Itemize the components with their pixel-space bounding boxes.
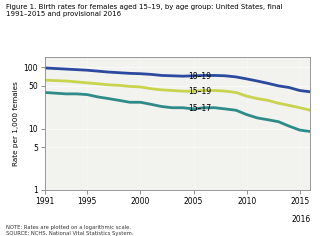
Y-axis label: Rate per 1,000 females: Rate per 1,000 females [13, 81, 19, 166]
Text: NOTE: Rates are plotted on a logarithmic scale.
SOURCE: NCHS, National Vital Sta: NOTE: Rates are plotted on a logarithmic… [6, 225, 134, 236]
Text: 15–17: 15–17 [188, 104, 211, 113]
Text: Figure 1. Birth rates for females aged 15–19, by age group: United States, final: Figure 1. Birth rates for females aged 1… [6, 4, 283, 17]
Text: 15–19: 15–19 [188, 87, 211, 96]
Text: 2016: 2016 [291, 215, 310, 224]
Text: 18–19: 18–19 [188, 72, 211, 81]
